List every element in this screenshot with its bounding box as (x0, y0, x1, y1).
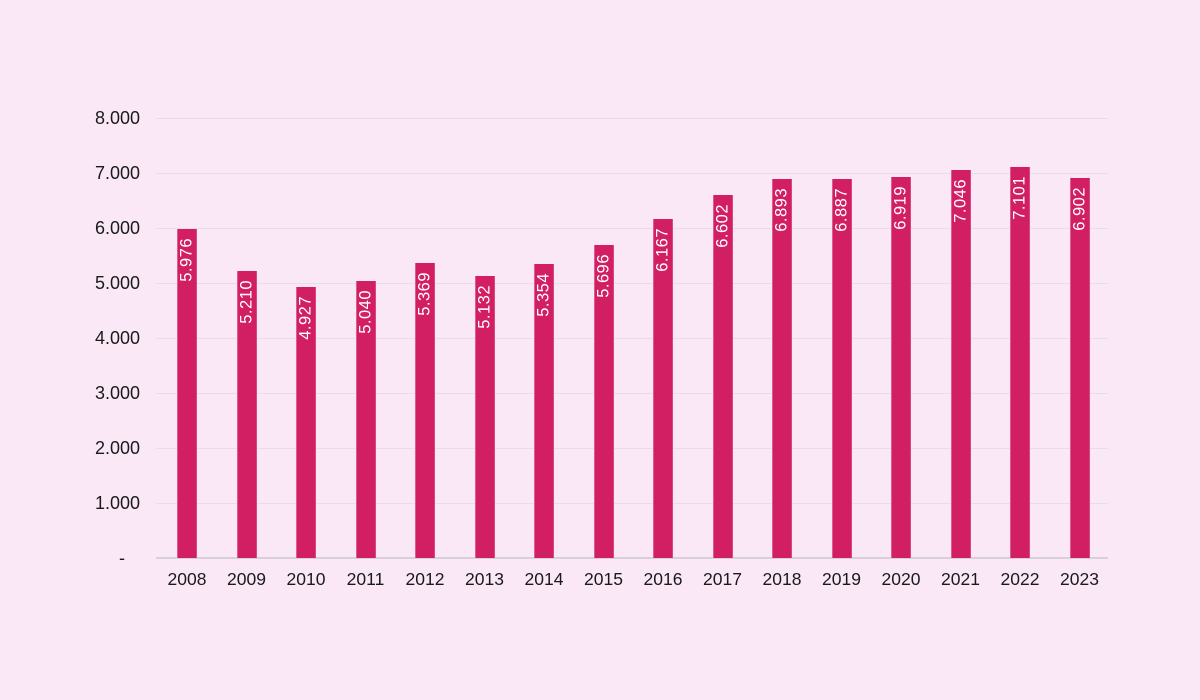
bar: 6.893 (772, 178, 792, 558)
bar-value-label: 5.132 (475, 284, 493, 329)
x-axis-tick-label: 2017 (703, 569, 742, 589)
bar: 5.354 (534, 263, 554, 558)
bar: 4.927 (296, 287, 316, 558)
x-axis-tick-label: 2009 (227, 569, 266, 589)
y-axis-tick-label: 5.000 (94, 273, 140, 293)
bar: 6.602 (712, 194, 733, 558)
bar-value-label: 7.101 (1010, 176, 1029, 221)
bar-value-label: 5.354 (534, 272, 553, 317)
gridline (156, 227, 1108, 229)
bar: 6.887 (831, 179, 852, 558)
x-axis-tick-label: 2023 (1060, 569, 1099, 589)
gridline (156, 172, 1108, 174)
x-axis-tick-label: 2010 (286, 569, 326, 589)
bar-value-label: 5.696 (594, 253, 612, 298)
y-axis-tick-label: - (119, 548, 125, 568)
bar-value-label: 5.210 (237, 280, 255, 325)
bar-value-label: 7.046 (951, 179, 969, 224)
bar-value-label: 6.167 (653, 227, 672, 272)
x-axis-tick-label: 2018 (762, 569, 802, 589)
y-axis-tick-label: 6.000 (94, 218, 140, 238)
y-axis-tick-label: 1.000 (94, 493, 140, 513)
gridline (156, 337, 1108, 339)
x-axis-tick-label: 2016 (643, 569, 683, 589)
x-axis-tick-label: 2014 (524, 569, 564, 589)
bar: 6.167 (653, 218, 673, 558)
y-axis-tick-label: 3.000 (94, 383, 140, 403)
bar: 7.101 (1010, 167, 1030, 558)
bar-value-label: 6.902 (1070, 187, 1088, 232)
y-axis-tick-label: 8.000 (94, 108, 140, 128)
bar-value-label: 6.893 (772, 187, 791, 232)
x-axis-tick-label: 2012 (405, 569, 445, 589)
bar: 5.132 (474, 275, 495, 558)
bar: 5.976 (177, 229, 197, 558)
gridline (156, 502, 1108, 504)
gridline (156, 447, 1108, 449)
x-axis-tick-label: 2011 (346, 569, 385, 589)
gridline (156, 117, 1108, 119)
x-axis-tick-label: 2013 (465, 569, 504, 589)
bar-value-label: 5.369 (415, 271, 434, 316)
y-axis-tick-label: 7.000 (94, 163, 140, 183)
bar-value-label: 5.976 (177, 238, 196, 283)
y-axis-tick-label: 2.000 (94, 438, 140, 458)
y-axis-tick-label: 4.000 (94, 328, 140, 348)
bar: 5.210 (236, 271, 257, 558)
bar-value-label: 6.919 (891, 186, 910, 231)
x-axis-tick-label: 2008 (167, 569, 207, 589)
x-axis-tick-label: 2019 (822, 569, 861, 589)
bar: 7.046 (950, 170, 971, 558)
x-axis-tick-label: 2015 (584, 569, 623, 589)
gridline (156, 282, 1108, 284)
bar-value-label: 6.887 (832, 188, 850, 232)
bar: 5.040 (355, 280, 376, 558)
bar-value-label: 6.602 (713, 203, 731, 248)
bar: 5.369 (415, 262, 435, 558)
bar-value-label: 4.927 (296, 296, 315, 340)
x-axis-tick-label: 2021 (941, 569, 980, 589)
gridline (156, 392, 1108, 394)
x-axis-tick-label: 2022 (1000, 569, 1040, 589)
bar: 6.902 (1069, 178, 1090, 558)
bar: 5.696 (593, 244, 614, 558)
x-axis-line (156, 557, 1108, 559)
bar-value-label: 5.040 (356, 289, 374, 334)
x-axis-tick-label: 2020 (881, 569, 921, 589)
bar: 6.919 (891, 177, 911, 558)
